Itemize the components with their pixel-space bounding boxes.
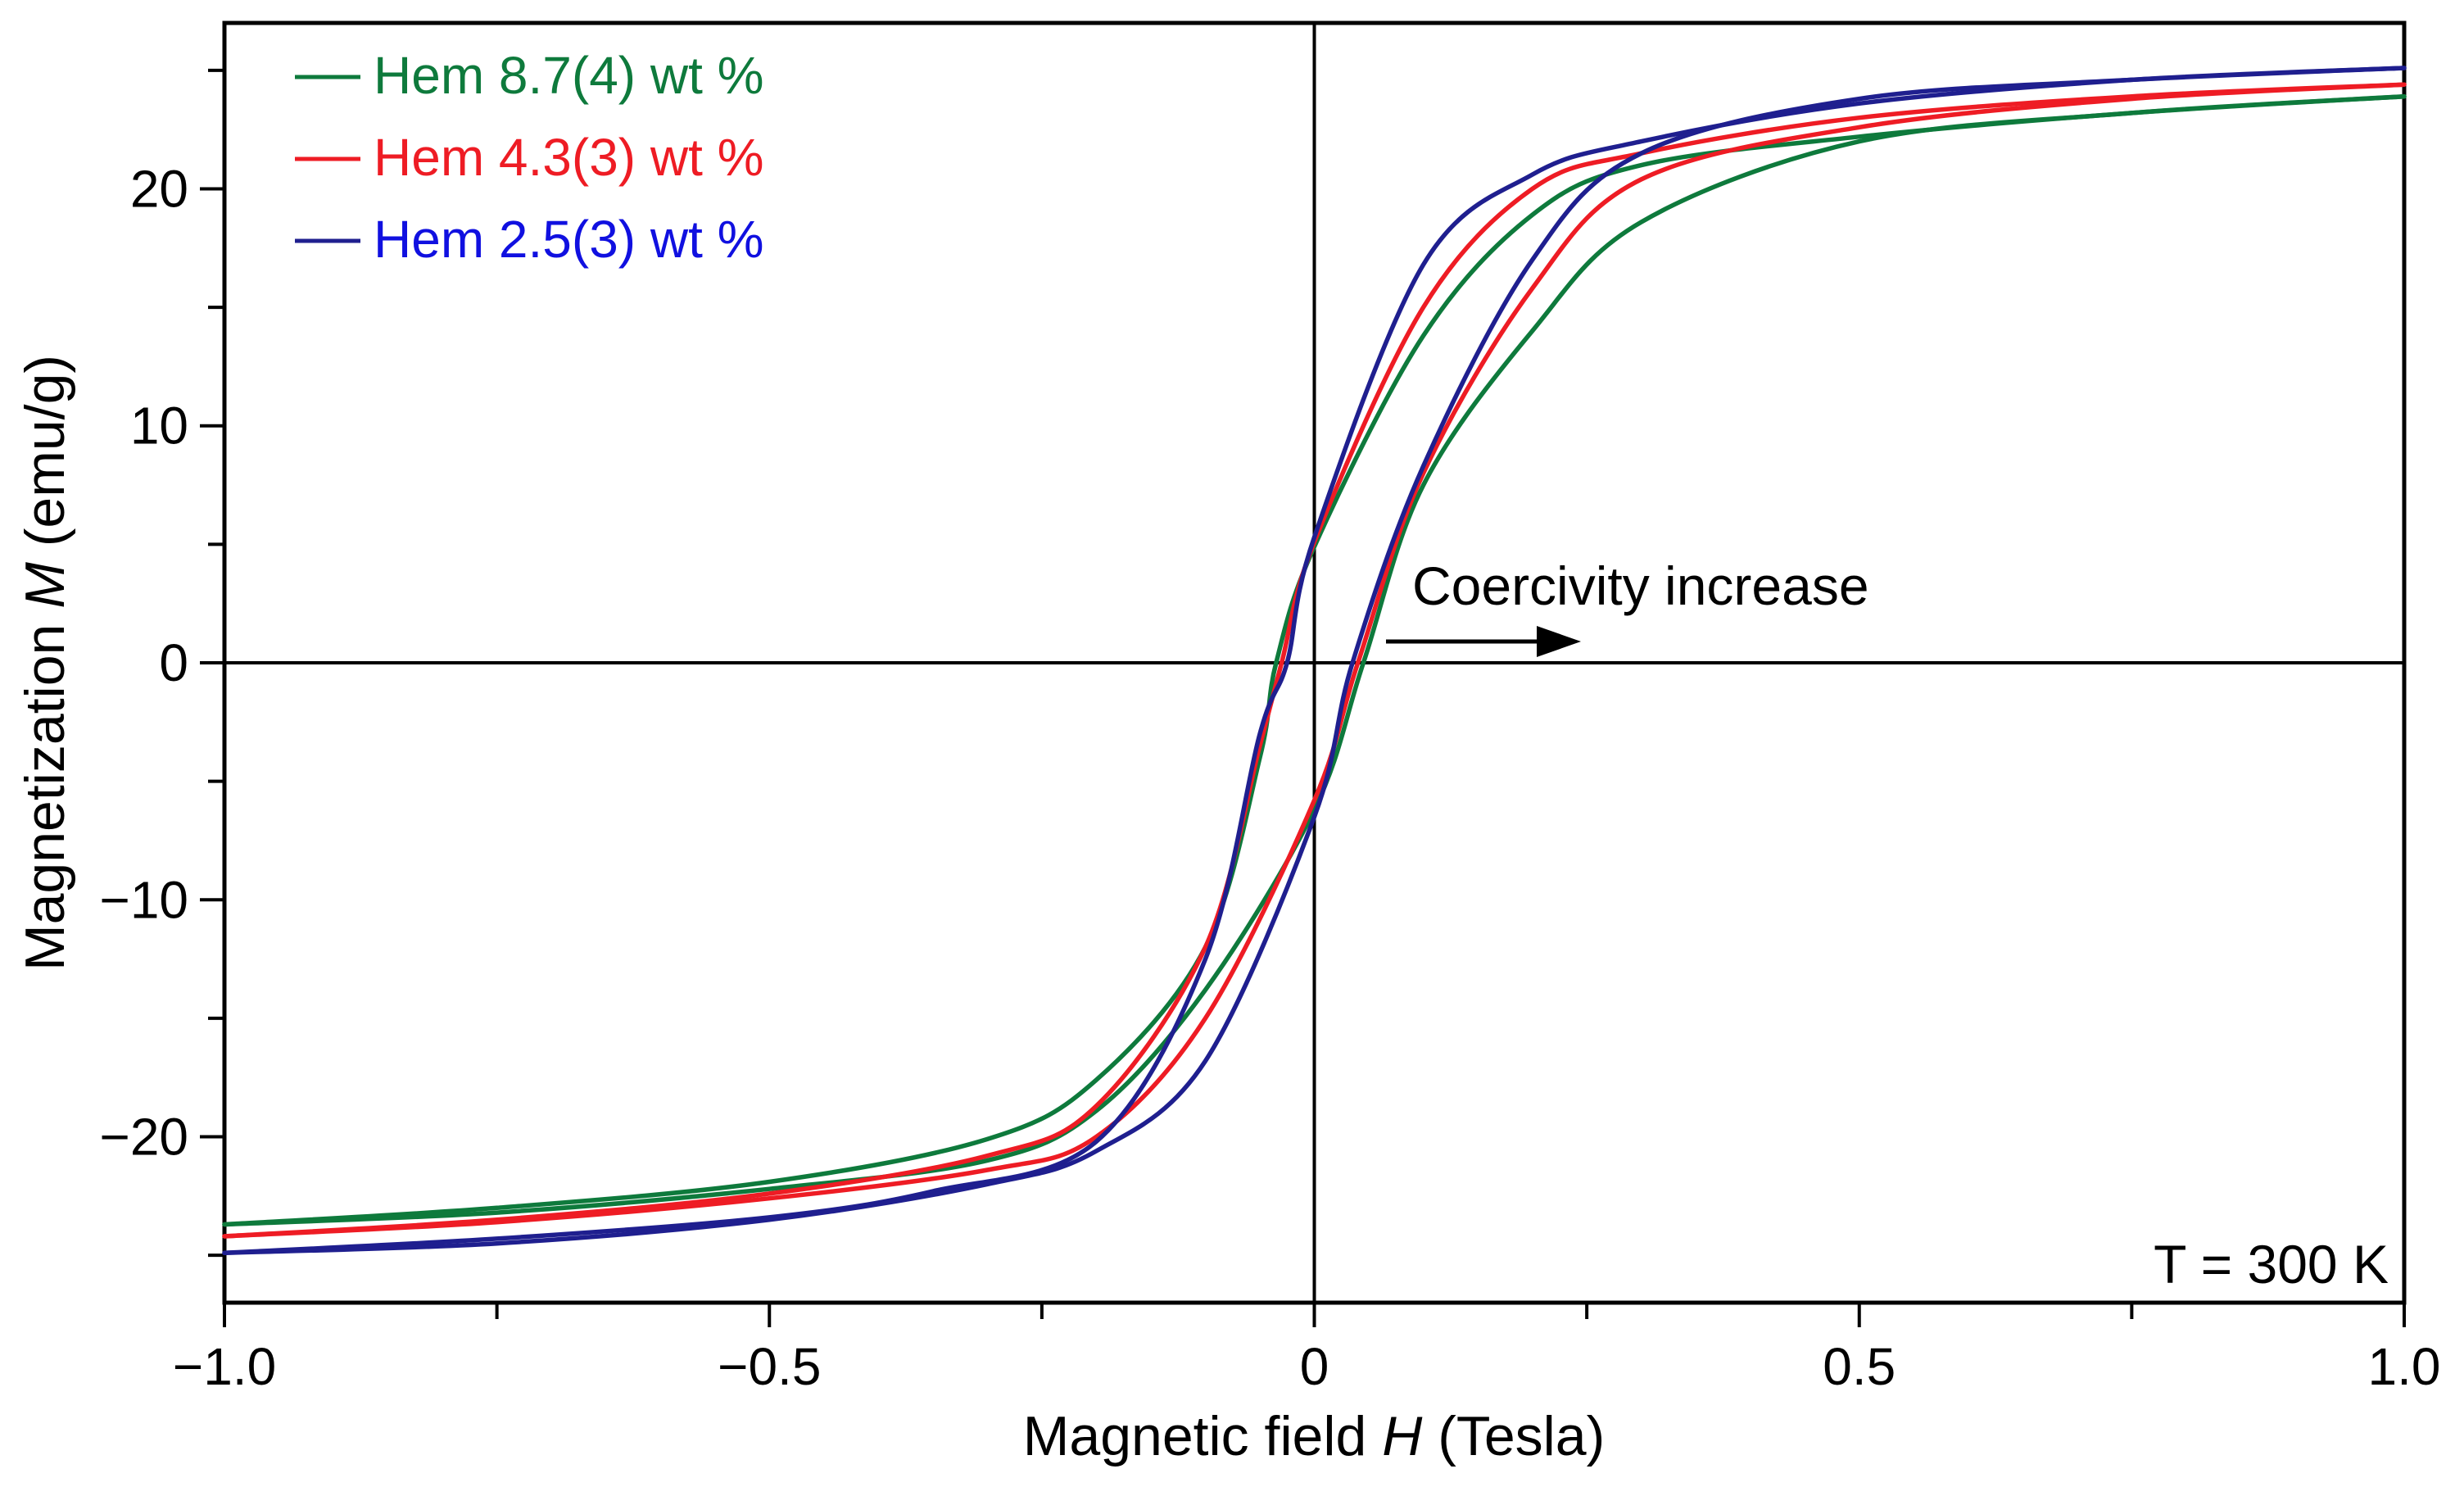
y-axis-tick-labels: −20 −10 0 10 20 [99, 159, 188, 1166]
series-curves [222, 66, 2407, 1256]
series-1-lower-branch [222, 93, 2407, 1227]
y-axis-ticks [200, 68, 224, 1258]
legend-label-2: Hem 4.3(3) wt % [374, 128, 764, 187]
y-tick-label: 0 [159, 633, 188, 692]
x-tick-label: 1.0 [2368, 1337, 2441, 1396]
coercivity-arrow-head [1537, 626, 1581, 657]
x-axis-tick-labels: −1.0 −0.5 0 0.5 1.0 [173, 1337, 2441, 1396]
y-tick-label: −20 [99, 1108, 188, 1167]
legend-label-3: Hem 2.5(3) wt % [374, 210, 764, 269]
x-tick-label: 0 [1300, 1337, 1329, 1396]
y-axis-title: Magnetization M (emu/g) [14, 355, 76, 971]
x-axis-title: Magnetic field H (Tesla) [1023, 1405, 1606, 1467]
legend: Hem 8.7(4) wt % Hem 4.3(3) wt % Hem 2.5(3)… [295, 46, 764, 269]
y-tick-label: 10 [130, 397, 188, 456]
series-2-upper-branch [222, 82, 2407, 1239]
series-1-upper-branch [222, 93, 2407, 1227]
x-tick-label: 0.5 [1823, 1337, 1896, 1396]
legend-label-1: Hem 8.7(4) wt % [374, 46, 764, 105]
series-3-lower-branch [222, 66, 2407, 1256]
x-tick-label: −0.5 [718, 1337, 821, 1396]
temperature-label: T = 300 K [2154, 1234, 2389, 1294]
coercivity-annotation: Coercivity increase [1412, 555, 1869, 616]
series-3-upper-branch [222, 66, 2407, 1256]
x-tick-label: −1.0 [173, 1337, 276, 1396]
y-tick-label: 20 [130, 159, 188, 218]
y-tick-label: −10 [99, 870, 188, 929]
x-axis-ticks [223, 1303, 2406, 1327]
